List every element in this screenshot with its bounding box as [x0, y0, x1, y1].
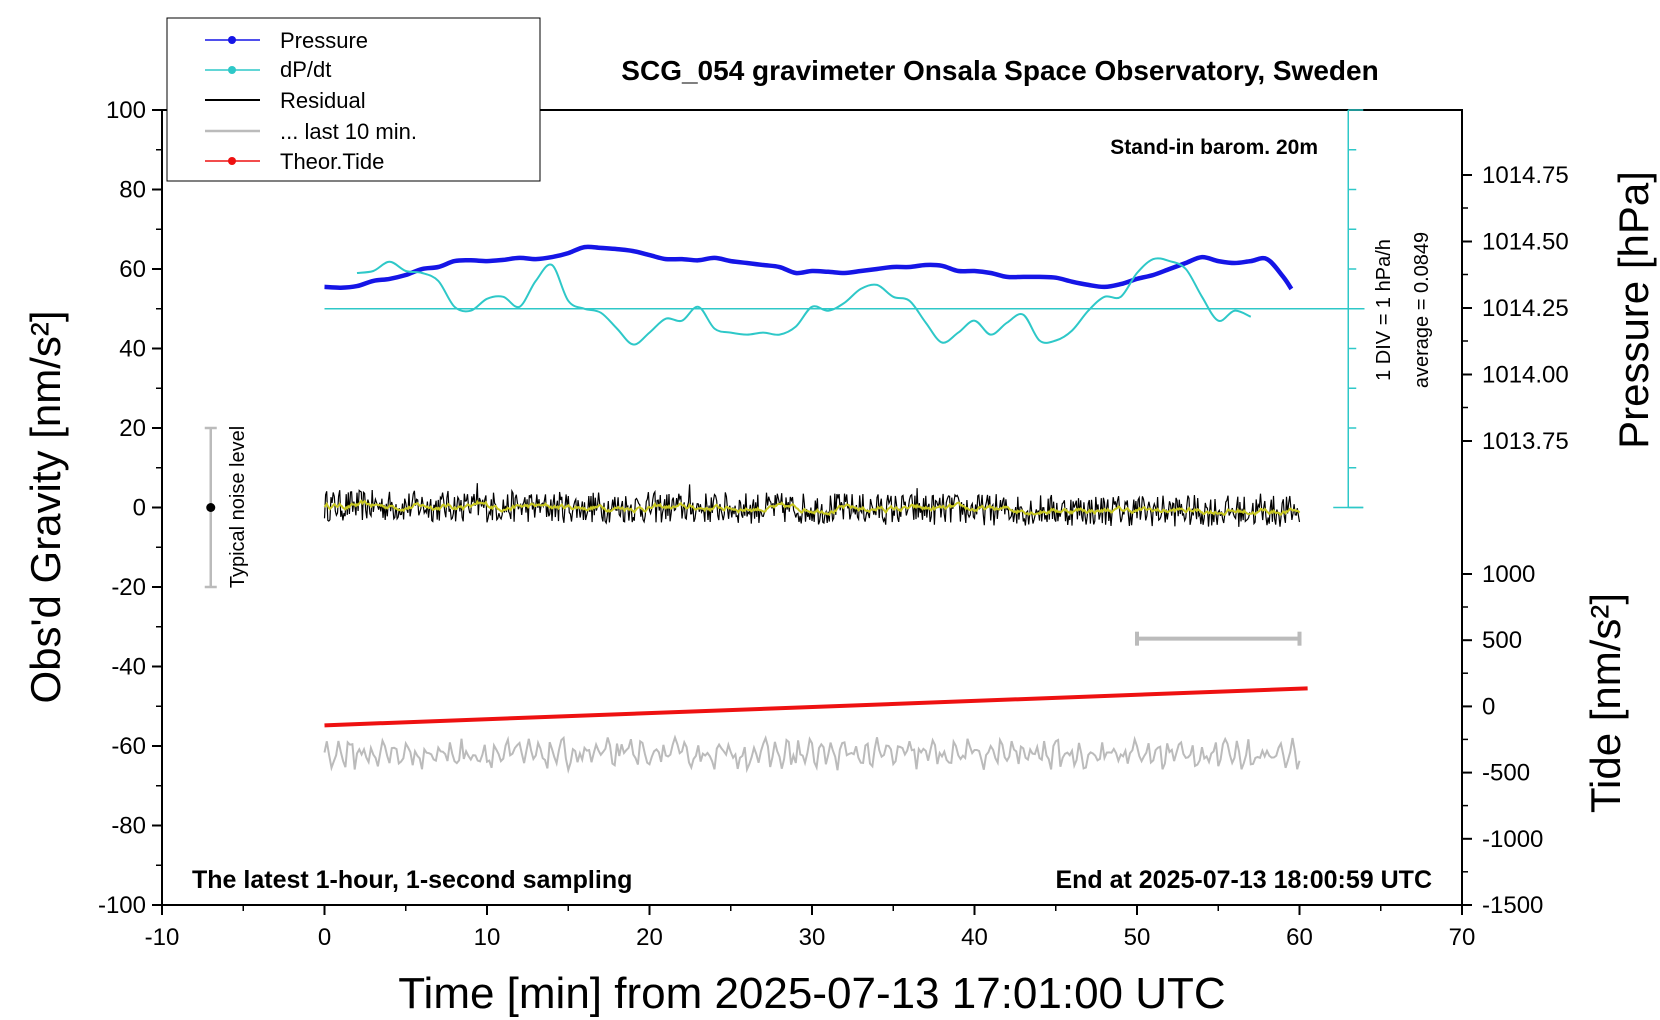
pressure-tick-label-0: 1014.75: [1482, 162, 1569, 189]
y-tick-label-8: -60: [111, 733, 146, 760]
legend-dot-dpdt: [228, 66, 236, 74]
average-label: average = 0.0849: [1411, 232, 1433, 388]
legend-dot-pressure: [228, 36, 236, 44]
noise-bar-center-dot: [206, 503, 215, 512]
y-tick-label-3: 40: [119, 336, 146, 363]
x-tick-label-7: 60: [1286, 924, 1313, 951]
pressure-axis-title: Pressure [hPa]: [1610, 171, 1657, 449]
x-tick-label-2: 10: [474, 924, 501, 951]
y-tick-label-4: 20: [119, 415, 146, 442]
y-tick-label-7: -40: [111, 654, 146, 681]
pressure-tick-label-1: 1014.50: [1482, 229, 1569, 256]
residual-series-line: [325, 483, 1300, 527]
barometer-note: Stand-in barom. 20m: [1110, 136, 1318, 159]
x-tick-label-4: 30: [799, 924, 826, 951]
y-axis-title: Obs'd Gravity [nm/s²]: [22, 310, 69, 703]
noise-level-label: Typical noise level: [227, 426, 249, 588]
y-tick-label-0: 100: [106, 97, 146, 124]
sampling-note: The latest 1-hour, 1-second sampling: [192, 866, 632, 894]
pressure-tick-label-4: 1013.75: [1482, 428, 1569, 455]
plot-frame: [162, 110, 1462, 905]
last10-series-line: [325, 737, 1300, 770]
legend-label-residual: Residual: [280, 88, 366, 113]
pressure-tick-label-3: 1014.00: [1482, 362, 1569, 389]
tide-tick-label-4: -1000: [1482, 826, 1543, 853]
legend-label-tide: Theor.Tide: [280, 149, 384, 174]
pressure-series-line: [325, 247, 1292, 289]
x-tick-label-5: 40: [961, 924, 988, 951]
x-tick-label-1: 0: [318, 924, 331, 951]
pressure-tick-label-2: 1014.25: [1482, 295, 1569, 322]
x-axis-title: Time [min] from 2025-07-13 17:01:00 UTC: [398, 969, 1225, 1018]
x-tick-label-8: 70: [1449, 924, 1476, 951]
legend-dot-tide: [228, 157, 236, 165]
y-tick-label-5: 0: [133, 495, 146, 522]
div-scale-label: 1 DIV = 1 hPa/h: [1373, 239, 1395, 381]
x-tick-label-0: -10: [145, 924, 180, 951]
y-tick-label-9: -80: [111, 813, 146, 840]
series-layer: [205, 110, 1365, 770]
end-time-note: End at 2025-07-13 18:00:59 UTC: [1055, 866, 1432, 894]
tide-axis-title: Tide [nm/s²]: [1582, 593, 1629, 813]
tide-tick-label-1: 500: [1482, 627, 1522, 654]
tide-tick-label-0: 1000: [1482, 561, 1535, 588]
y-tick-label-10: -100: [98, 892, 146, 919]
y-tick-label-6: -20: [111, 574, 146, 601]
x-tick-label-3: 20: [636, 924, 663, 951]
tide-tick-label-5: -1500: [1482, 892, 1543, 919]
tide-tick-label-2: 0: [1482, 693, 1495, 720]
legend-label-pressure: Pressure: [280, 28, 368, 53]
y-tick-label-1: 80: [119, 177, 146, 204]
tide-tick-label-3: -500: [1482, 760, 1530, 787]
legend: Pressure dP/dt Residual ... last 10 min.…: [167, 18, 540, 181]
tide-series-line: [325, 688, 1308, 725]
legend-label-dpdt: dP/dt: [280, 57, 331, 82]
x-tick-label-6: 50: [1124, 924, 1151, 951]
legend-label-last10: ... last 10 min.: [280, 119, 417, 144]
y-tick-label-2: 60: [119, 256, 146, 283]
chart-title: SCG_054 gravimeter Onsala Space Observat…: [621, 55, 1378, 86]
